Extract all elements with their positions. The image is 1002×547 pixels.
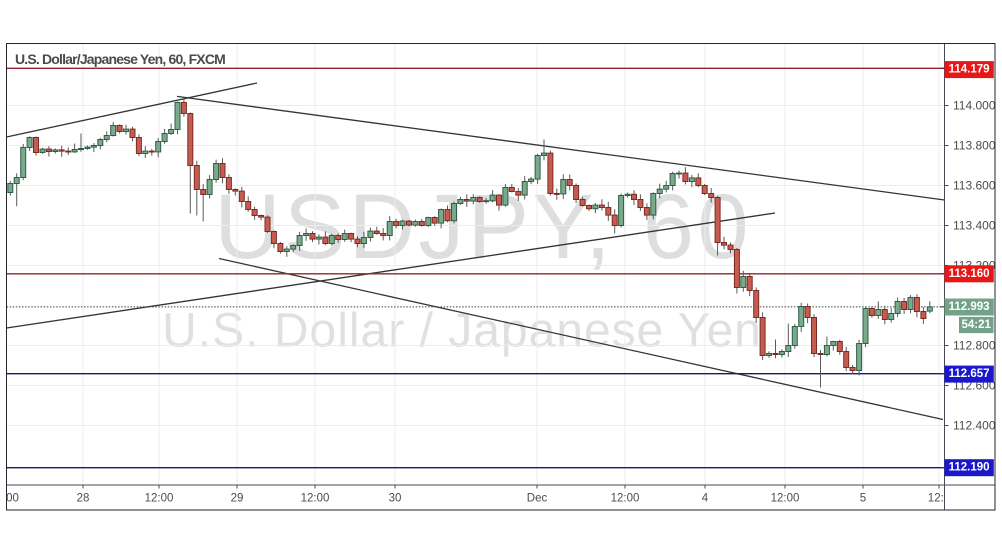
svg-text:114.179: 114.179 xyxy=(949,64,990,76)
svg-text:54:21: 54:21 xyxy=(961,319,991,331)
svg-text:112.993: 112.993 xyxy=(949,301,990,313)
svg-text:5: 5 xyxy=(860,493,866,505)
svg-text:USDJPY, 60: USDJPY, 60 xyxy=(214,176,752,278)
svg-text:12:00: 12:00 xyxy=(611,493,640,505)
svg-text:12:0: 12:0 xyxy=(928,493,950,505)
svg-text:30: 30 xyxy=(389,493,402,505)
svg-text:U.S. Dollar/Japanese Yen, 60,: U.S. Dollar/Japanese Yen, 60, FXCM xyxy=(15,51,225,67)
svg-text:114.000: 114.000 xyxy=(953,99,996,113)
svg-text:113.400: 113.400 xyxy=(953,219,996,233)
svg-text:12:00: 12:00 xyxy=(301,493,330,505)
svg-text:112.190: 112.190 xyxy=(949,462,990,474)
svg-text:113.800: 113.800 xyxy=(953,139,996,153)
svg-text:Dec: Dec xyxy=(527,493,548,505)
svg-text:12:00: 12:00 xyxy=(145,493,174,505)
svg-text:112.400: 112.400 xyxy=(953,419,996,433)
svg-text:113.600: 113.600 xyxy=(953,179,996,193)
svg-text:U.S. Dollar / Japanese Yen: U.S. Dollar / Japanese Yen xyxy=(162,305,762,358)
svg-text:112.800: 112.800 xyxy=(953,339,996,353)
svg-text:29: 29 xyxy=(231,493,244,505)
svg-text:12:00: 12:00 xyxy=(771,493,800,505)
svg-text:00: 00 xyxy=(6,493,19,505)
svg-text:4: 4 xyxy=(702,493,709,505)
svg-text:113.160: 113.160 xyxy=(949,268,990,280)
svg-text:112.657: 112.657 xyxy=(949,368,990,380)
svg-text:28: 28 xyxy=(77,493,90,505)
